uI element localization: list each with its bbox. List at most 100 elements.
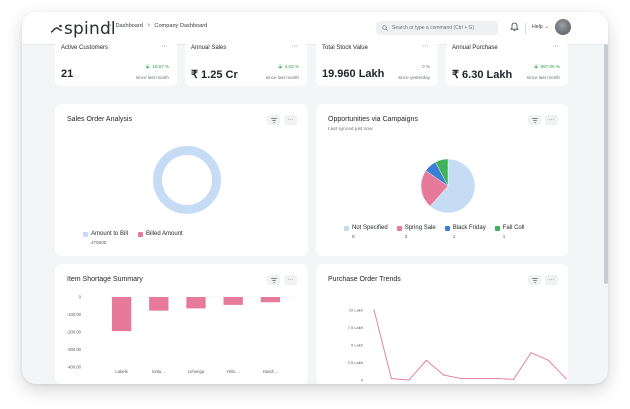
kpi-card-total-stock-value: Total Stock Value ··· 19.960 Lakh 0 % si…	[316, 42, 438, 86]
legend-label: Spring Sale	[404, 225, 436, 231]
x-tick-label: Lehenga	[188, 369, 205, 374]
legend-item-amount-to-bill[interactable]: Amount to Bill 475000	[83, 231, 128, 245]
legend-item-black-friday[interactable]: Black Friday 1	[444, 225, 486, 239]
more-options-icon[interactable]: ···	[291, 43, 298, 50]
trend-up-icon: ▲	[533, 64, 539, 69]
more-options-icon[interactable]: ···	[422, 43, 429, 50]
y-tick-label: 0	[79, 295, 82, 300]
y-tick-label: 10 Lakh	[349, 308, 363, 313]
y-tick-label: 0	[361, 378, 364, 383]
y-tick-label: -100.00	[67, 312, 82, 317]
filter-icon	[531, 277, 538, 283]
more-options-icon[interactable]: ···	[552, 43, 559, 50]
filter-button[interactable]	[267, 115, 280, 125]
legend-value: 1	[502, 234, 506, 239]
more-options-button[interactable]: ···	[284, 115, 297, 125]
kpi-delta-value: 16.67 %	[152, 64, 169, 69]
legend-value: 475000	[91, 240, 107, 245]
more-options-icon: ···	[287, 117, 294, 123]
sales-order-donut-chart	[153, 146, 221, 214]
filter-icon	[531, 117, 538, 123]
more-options-icon: ···	[287, 277, 294, 283]
spindl-logo[interactable]: spindl	[50, 19, 116, 39]
trend-point	[425, 359, 427, 361]
page-scrollbar[interactable]	[604, 44, 608, 284]
more-options-icon[interactable]: ···	[161, 43, 168, 50]
legend-value: 8	[352, 234, 355, 239]
search-placeholder: Search or type a command (Ctrl + G)	[392, 25, 475, 31]
legend-swatch	[444, 225, 450, 231]
breadcrumb-company-dashboard[interactable]: Company Dashboard	[154, 23, 208, 29]
kpi-delta-value: 0 %	[422, 64, 430, 69]
donut-slice-amount-to-bill	[153, 146, 221, 214]
opportunities-via-campaigns-panel: Opportunities via Campaigns Last synced …	[316, 104, 568, 256]
legend-item-not-specified[interactable]: Not Specified 8	[344, 225, 388, 239]
y-tick-label: -200.00	[67, 330, 82, 335]
legend-swatch	[83, 231, 88, 237]
more-options-button[interactable]: ···	[284, 275, 297, 285]
item-shortage-bar-chart: 0 -100.00 -200.00 -300.00 -400.00 Labels India…	[67, 295, 295, 374]
bar-lehenga	[186, 297, 206, 309]
more-options-button[interactable]: ···	[545, 275, 558, 285]
legend-label: Amount to Bill	[91, 231, 129, 237]
sales-order-analysis-panel: Sales Order Analysis ··· Amount to Bill …	[55, 104, 308, 256]
legend-swatch	[396, 225, 402, 231]
trend-point	[373, 309, 375, 311]
filter-icon	[270, 117, 277, 123]
breadcrumb-dashboard[interactable]: Dashboard	[115, 23, 143, 29]
top-navbar: spindl > Dashboard > Company Dashboard S…	[22, 12, 608, 45]
trend-point	[478, 378, 480, 380]
legend-item-spring-sale[interactable]: Spring Sale 3	[396, 225, 436, 239]
pie-slice-not-specified	[429, 158, 476, 214]
item-shortage-summary-panel: Item Shortage Summary ··· 0 -100.00 -200.0…	[55, 264, 308, 384]
last-synced-text: Last synced just now	[328, 127, 373, 132]
legend-swatch	[344, 225, 349, 231]
filter-button[interactable]	[528, 115, 541, 125]
kpi-since: since last month	[135, 75, 169, 80]
kpi-delta-value: 587.05 %	[540, 64, 560, 69]
legend-label: Black Friday	[452, 225, 486, 231]
y-tick-label: -400.00	[67, 365, 82, 370]
y-tick-label: 7.5 Lakh	[348, 325, 363, 330]
legend-item-fall-coll[interactable]: Fall Coll 1	[494, 225, 525, 239]
app-window: spindl > Dashboard > Company Dashboard S…	[22, 12, 608, 384]
search-input[interactable]: Search or type a command (Ctrl + G)	[376, 21, 498, 35]
legend-swatch	[138, 231, 144, 237]
kpi-since: since last month	[265, 75, 299, 80]
filter-button[interactable]	[267, 275, 280, 285]
more-options-icon: ···	[548, 117, 555, 123]
help-dropdown[interactable]: Help ⌄	[532, 24, 549, 30]
trend-point	[460, 378, 462, 380]
x-tick-label: Handl ...	[263, 369, 279, 374]
x-tick-label: India ...	[152, 369, 166, 374]
legend-swatch	[494, 225, 500, 231]
kpi-delta: ▲ 587.05 %	[533, 64, 560, 69]
bar-labels	[111, 297, 132, 332]
pie-slice-fall-coll	[435, 158, 449, 187]
trend-point	[443, 374, 445, 376]
trend-point	[547, 359, 550, 361]
kpi-value: 19.960 Lakh	[322, 68, 385, 80]
panel-title: Opportunities via Campaigns	[328, 116, 418, 123]
bar-yello	[223, 297, 243, 305]
x-tick-label: Labels	[115, 369, 127, 374]
legend-item-billed-amount[interactable]: Billed Amount	[138, 231, 183, 245]
kpi-since: since yesterday	[398, 75, 430, 80]
filter-button[interactable]	[528, 275, 541, 285]
help-label: Help	[532, 24, 543, 30]
filter-icon	[270, 277, 277, 283]
legend-label: Billed Amount	[146, 231, 183, 237]
legend-label: Fall Coll	[502, 225, 525, 231]
more-options-button[interactable]: ···	[545, 115, 558, 125]
y-tick-label: 2.5 Lakh	[348, 360, 363, 365]
user-avatar[interactable]	[555, 19, 571, 35]
kpi-since: since last month	[526, 75, 560, 80]
trend-up-icon: ▲	[145, 64, 151, 69]
legend-value: 1	[452, 234, 456, 239]
panel-title: Sales Order Analysis	[67, 116, 132, 123]
kpi-title: Active Customers	[61, 45, 109, 51]
trend-point	[408, 379, 410, 381]
search-icon	[382, 25, 388, 31]
purchase-order-line-chart: 10 Lakh 7.5 Lakh 5 Lakh 2.5 Lakh 0	[348, 308, 567, 383]
notification-bell-icon[interactable]	[510, 22, 519, 32]
